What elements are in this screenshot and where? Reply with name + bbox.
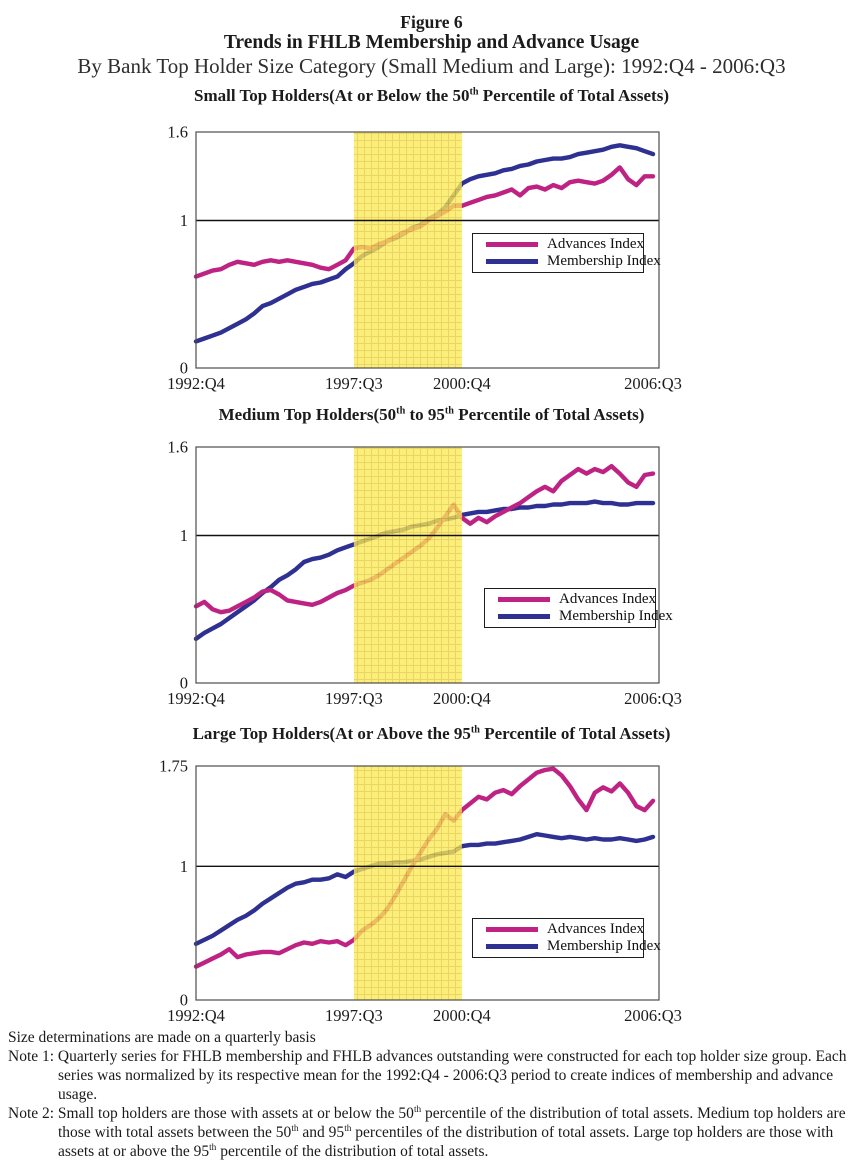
- x-tick-label: 1992:Q4: [167, 1006, 225, 1025]
- title-text: to 95: [405, 405, 445, 424]
- note2-text: percentile of the distribution of total …: [58, 1105, 846, 1141]
- title-sup: th: [469, 86, 479, 98]
- advances-legend-swatch: [486, 242, 538, 247]
- plot-border: [195, 446, 660, 684]
- y-tick-label: 0: [180, 674, 188, 693]
- figure-subtitle: By Bank Top Holder Size Category (Small …: [77, 54, 786, 78]
- legend-row-advances: Advances Index: [473, 236, 645, 253]
- y-tick-label: 0: [180, 359, 188, 378]
- note2-text: percentile of the distribution of total …: [216, 1143, 489, 1160]
- legend-row-membership: Membership Index: [473, 938, 661, 955]
- footnote-note2: Note 2: Small top holders are those with…: [8, 1104, 857, 1161]
- x-tick-label: 2000:Q4: [433, 689, 491, 708]
- legend-small: Advances Index Membership Index: [472, 233, 661, 273]
- membership-legend-label: Membership Index: [547, 938, 661, 954]
- note2-sup: th: [344, 1123, 352, 1134]
- title-sup: th: [444, 405, 454, 417]
- membership-legend-swatch: [486, 259, 538, 264]
- legend-row-advances: Advances Index: [473, 921, 645, 938]
- plot-border: [195, 131, 660, 369]
- membership-legend-swatch: [486, 944, 538, 949]
- x-tick-label: 1992:Q4: [167, 374, 225, 393]
- y-tick-label: 1: [180, 211, 188, 230]
- advances-legend-label: Advances Index: [547, 236, 645, 252]
- title-text: Large Top Holders(At or Above the 95: [192, 724, 471, 743]
- legend-row-advances: Advances Index: [485, 591, 657, 608]
- x-tick-label: 1997:Q3: [325, 689, 383, 708]
- highlight-band: [353, 447, 462, 683]
- advances-legend-swatch: [498, 597, 550, 602]
- title-text: Small Top Holders(At or Below the 50: [194, 86, 470, 105]
- chart-large-title: Large Top Holders(At or Above the 95th P…: [0, 724, 863, 744]
- advances-legend-label: Advances Index: [547, 921, 645, 937]
- legend-large: Advances Index Membership Index: [472, 918, 661, 958]
- membership-legend-swatch: [498, 614, 550, 619]
- x-tick-label: 2006:Q3: [624, 689, 682, 708]
- advances-legend-swatch: [486, 927, 538, 932]
- y-tick-label: 1.6: [167, 123, 188, 142]
- legend-row-membership: Membership Index: [473, 253, 661, 270]
- legend-medium: Advances Index Membership Index: [484, 588, 673, 628]
- membership-legend-label: Membership Index: [547, 253, 661, 269]
- title-text: Percentile of Total Assets): [453, 405, 645, 424]
- footnote-note1: Note 1: Quarterly series for FHLB member…: [8, 1048, 847, 1103]
- title-text: Medium Top Holders(50: [218, 405, 397, 424]
- highlight-band: [353, 766, 462, 1000]
- y-tick-label: 1.6: [167, 438, 188, 457]
- title-text: Percentile of Total Assets): [479, 724, 671, 743]
- chart-medium-title: Medium Top Holders(50th to 95th Percenti…: [0, 405, 863, 425]
- y-tick-label: 0: [180, 991, 188, 1010]
- x-tick-label: 2006:Q3: [624, 374, 682, 393]
- x-tick-label: 2006:Q3: [624, 1006, 682, 1025]
- note2-sup: th: [209, 1142, 217, 1153]
- figure-title: Trends in FHLB Membership and Advance Us…: [223, 32, 640, 53]
- x-tick-label: 2000:Q4: [433, 374, 491, 393]
- plot-border: [195, 765, 660, 1001]
- x-tick-label: 1997:Q3: [325, 1006, 383, 1025]
- y-tick-label: 1.75: [159, 757, 188, 776]
- highlight-band: [353, 132, 462, 368]
- title-text: Percentile of Total Assets): [478, 86, 669, 105]
- title-sup: th: [396, 405, 406, 417]
- footnotes: Size determinations are made on a quarte…: [8, 1028, 857, 1161]
- legend-row-membership: Membership Index: [485, 608, 673, 625]
- x-tick-label: 1997:Q3: [325, 374, 383, 393]
- x-tick-label: 1992:Q4: [167, 689, 225, 708]
- note2-text: percentiles of the distribution of total…: [58, 1124, 834, 1160]
- figure-label: Figure 6: [400, 12, 463, 32]
- chart-small-title: Small Top Holders(At or Below the 50th P…: [0, 86, 863, 106]
- footnote-size-basis: Size determinations are made on a quarte…: [8, 1029, 316, 1046]
- membership-legend-label: Membership Index: [559, 608, 673, 624]
- note2-sup: th: [291, 1123, 299, 1134]
- advances-legend-label: Advances Index: [559, 591, 657, 607]
- note2-text: Note 2: Small top holders are those with…: [8, 1105, 414, 1122]
- y-tick-label: 1: [180, 857, 188, 876]
- y-tick-label: 1: [180, 526, 188, 545]
- note2-text: and 95: [298, 1124, 345, 1141]
- note2-sup: th: [413, 1104, 422, 1115]
- title-sup: th: [470, 724, 480, 736]
- x-tick-label: 2000:Q4: [433, 1006, 491, 1025]
